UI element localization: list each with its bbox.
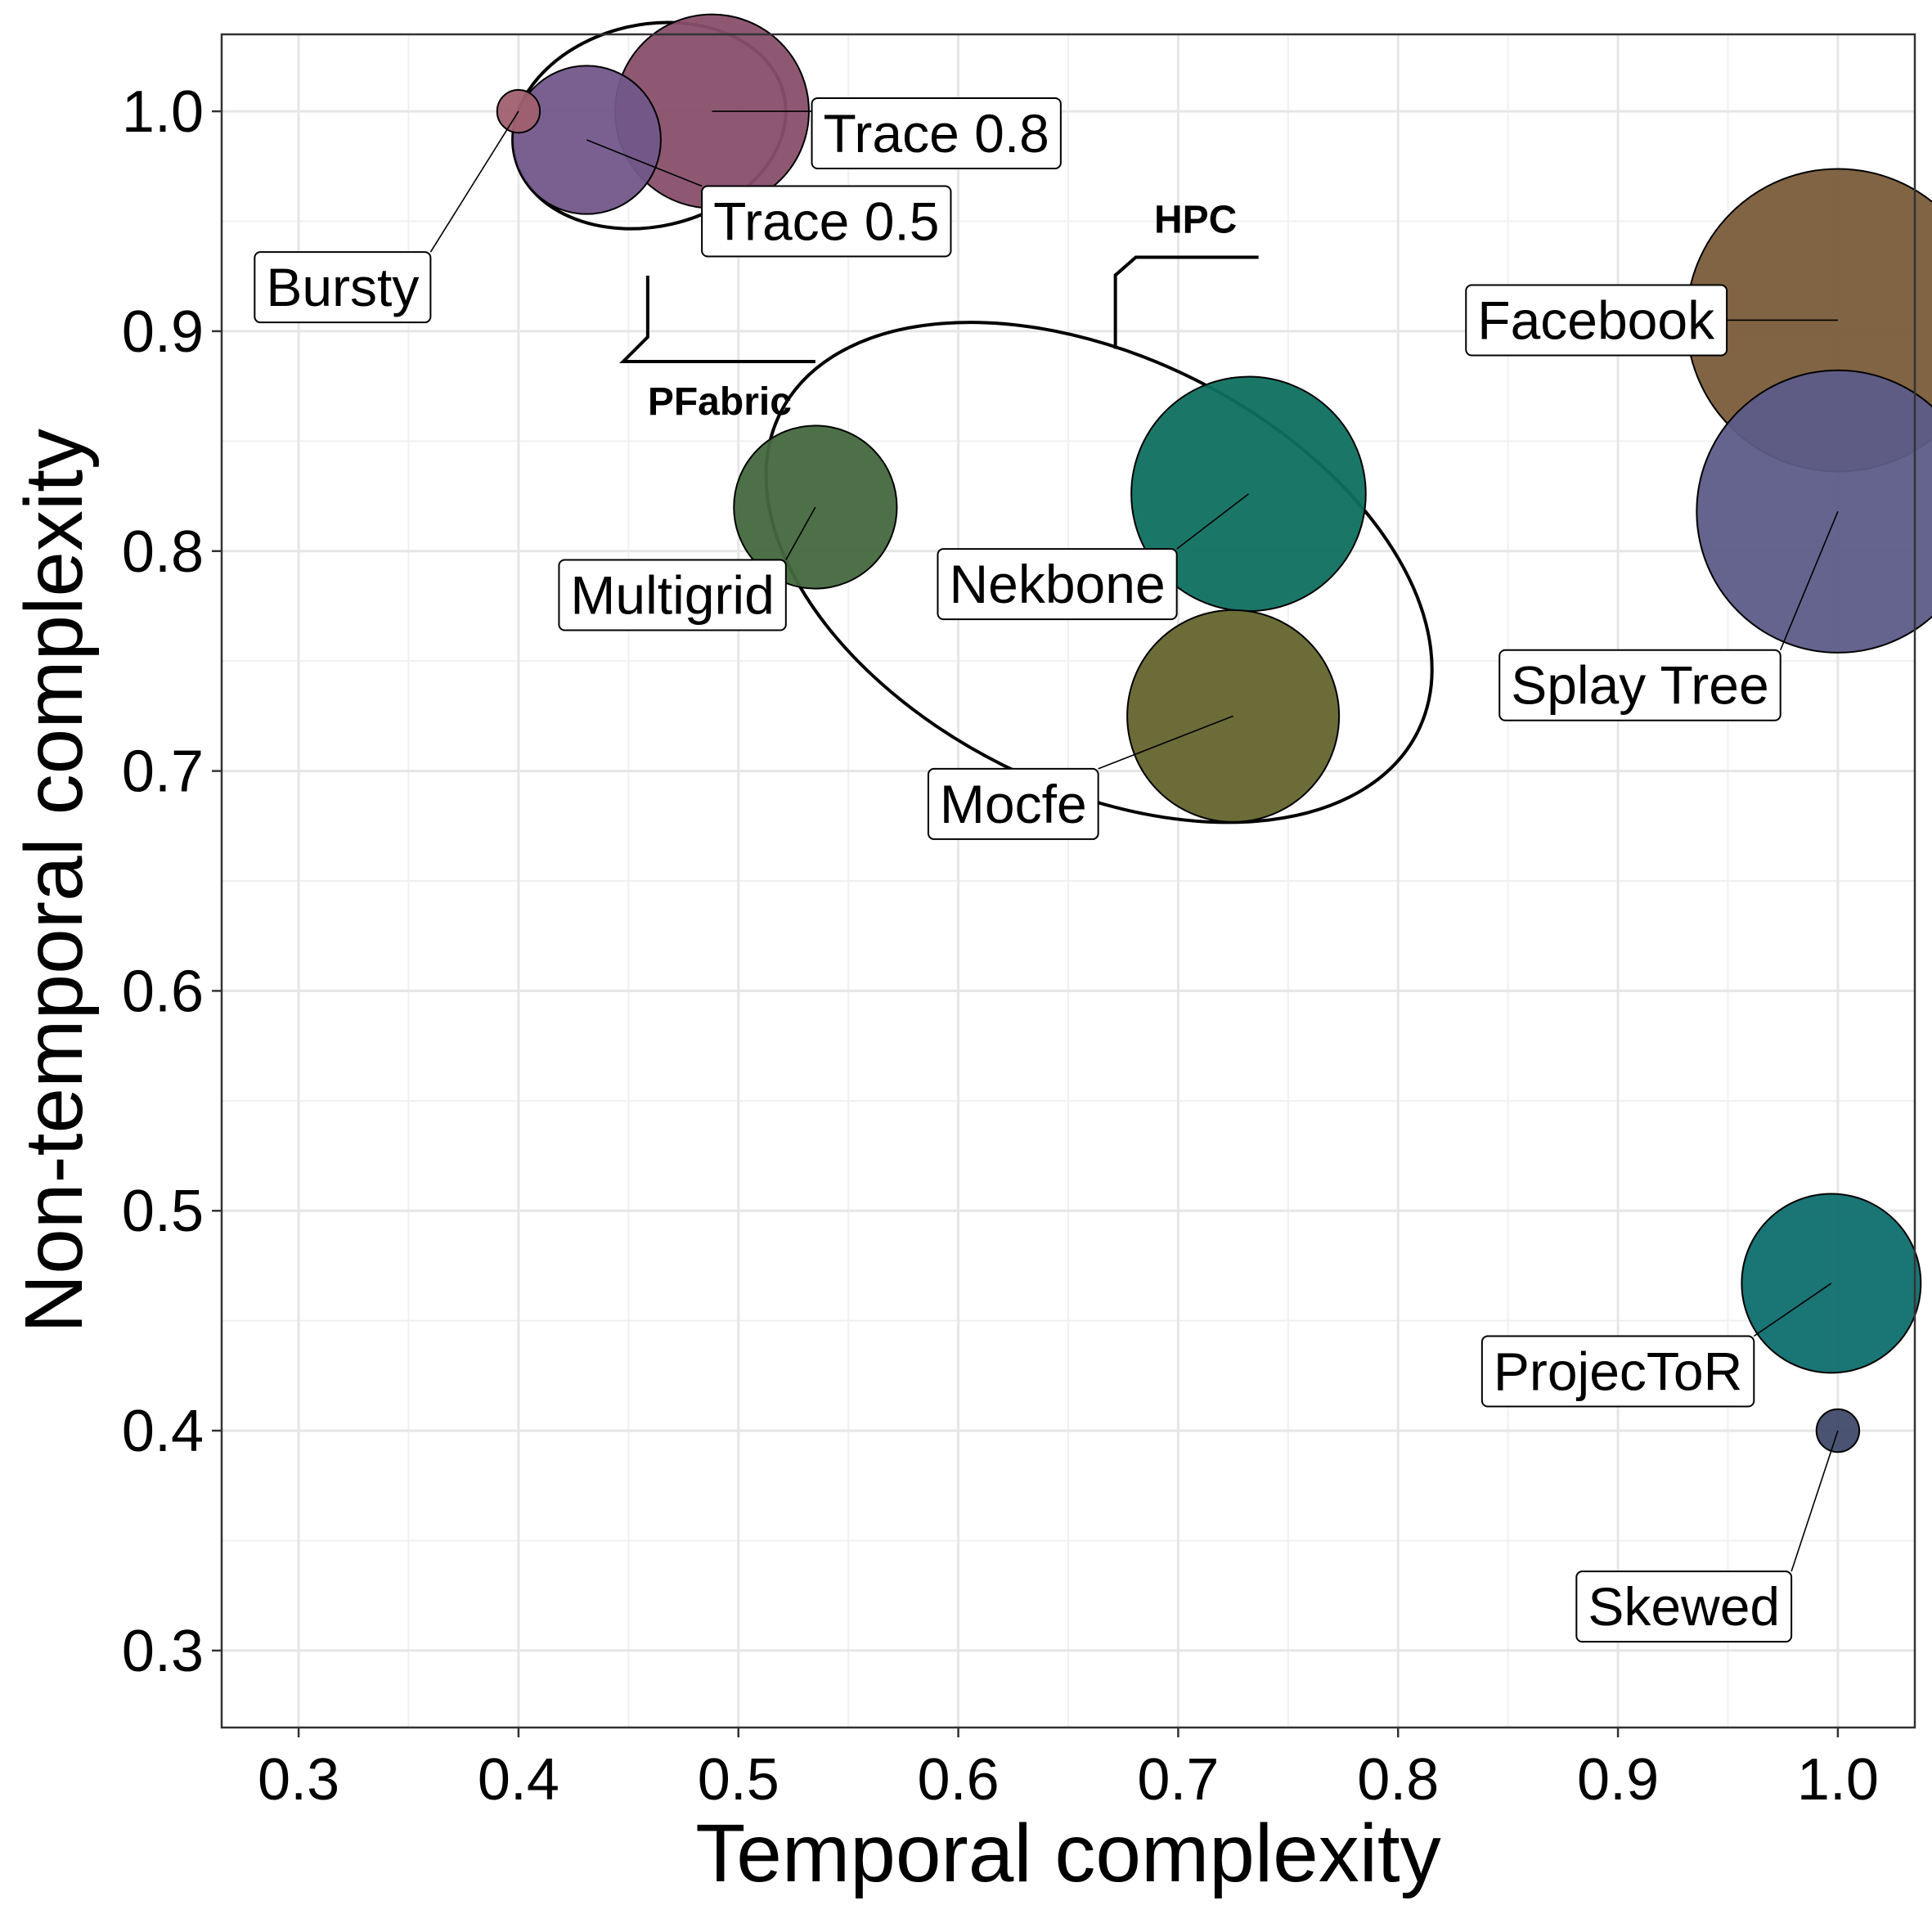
bubble-point xyxy=(1741,1193,1922,1374)
point-label: Splay Tree xyxy=(1498,511,1839,721)
label-leader-line xyxy=(1779,511,1839,651)
label-box xyxy=(1498,649,1781,721)
point-label: Bursty xyxy=(254,110,519,324)
label-leader-line xyxy=(586,139,703,187)
point-label: ProjecToR xyxy=(1480,1283,1832,1408)
group-ellipse xyxy=(764,321,1434,824)
x-axis-title: Temporal complexity xyxy=(695,1808,1440,1899)
point-label: Mocfe xyxy=(927,715,1233,840)
label-text: Bursty xyxy=(266,257,419,317)
y-axis-title: Non-temporal complexity xyxy=(8,429,100,1333)
x-tick-label: 0.6 xyxy=(918,1747,1000,1813)
x-tick-label: 1.0 xyxy=(1797,1747,1879,1813)
y-tick-label: 0.7 xyxy=(122,739,204,805)
label-leader-line xyxy=(1753,1283,1832,1337)
label-box xyxy=(1480,1335,1755,1408)
label-box xyxy=(927,767,1099,840)
x-tick-label: 0.8 xyxy=(1357,1747,1439,1813)
x-axis-ticks: 0.3 0.4 0.5 0.6 0.7 0.8 0.9 1.0 xyxy=(258,1728,1879,1813)
point-label: Skewed xyxy=(1575,1430,1839,1643)
label-leader-line xyxy=(429,110,519,253)
y-tick-label: 0.5 xyxy=(122,1179,204,1244)
point-label-layer: Facebook Splay Tree Nekbone Mocfe Multigrid T… xyxy=(254,97,1839,1643)
group-label: HPC xyxy=(1154,198,1237,241)
label-text: Trace 0.5 xyxy=(713,191,939,252)
label-text: Facebook xyxy=(1477,290,1715,350)
x-tick-label: 0.4 xyxy=(478,1747,559,1813)
x-tick-label: 0.9 xyxy=(1577,1747,1659,1813)
label-box xyxy=(1465,284,1728,357)
point-label: Multigrid xyxy=(558,506,816,631)
label-text: Mocfe xyxy=(940,774,1087,834)
y-tick-label: 1.0 xyxy=(122,79,204,145)
label-text: Nekbone xyxy=(949,554,1165,614)
bubble-point xyxy=(1696,369,1932,654)
point-label: Trace 0.5 xyxy=(586,139,952,258)
x-tick-label: 0.7 xyxy=(1137,1747,1219,1813)
x-tick-label: 0.5 xyxy=(698,1747,780,1813)
label-leader-line xyxy=(785,506,816,560)
y-axis-ticks: 0.3 0.4 0.5 0.6 0.7 0.8 0.9 1.0 xyxy=(122,79,222,1684)
plot-panel-border xyxy=(220,33,1916,1729)
group-connector xyxy=(1113,255,1259,349)
point-label: Nekbone xyxy=(937,493,1249,621)
y-tick-label: 0.3 xyxy=(122,1619,204,1684)
label-box xyxy=(701,185,952,258)
label-text: Trace 0.8 xyxy=(824,103,1049,164)
point-label: Trace 0.8 xyxy=(712,97,1062,169)
label-box xyxy=(558,559,787,631)
label-text: Skewed xyxy=(1588,1576,1780,1637)
label-box xyxy=(254,251,432,324)
y-tick-label: 0.6 xyxy=(122,959,204,1024)
label-box xyxy=(1575,1570,1793,1643)
label-leader-line xyxy=(1176,493,1249,550)
label-text: Splay Tree xyxy=(1511,655,1769,716)
label-text: ProjecToR xyxy=(1494,1341,1742,1401)
label-box xyxy=(937,548,1178,621)
y-tick-label: 0.8 xyxy=(122,519,204,585)
y-tick-label: 0.4 xyxy=(122,1399,204,1464)
label-box xyxy=(811,97,1062,169)
group-label: PFabric xyxy=(648,380,792,424)
group-connector xyxy=(619,276,815,364)
label-text: Multigrid xyxy=(570,565,774,626)
label-leader-line xyxy=(1098,715,1233,770)
x-tick-label: 0.3 xyxy=(258,1747,339,1813)
y-tick-label: 0.9 xyxy=(122,299,204,365)
point-label: Facebook xyxy=(1465,284,1838,357)
label-leader-line xyxy=(1790,1430,1839,1572)
